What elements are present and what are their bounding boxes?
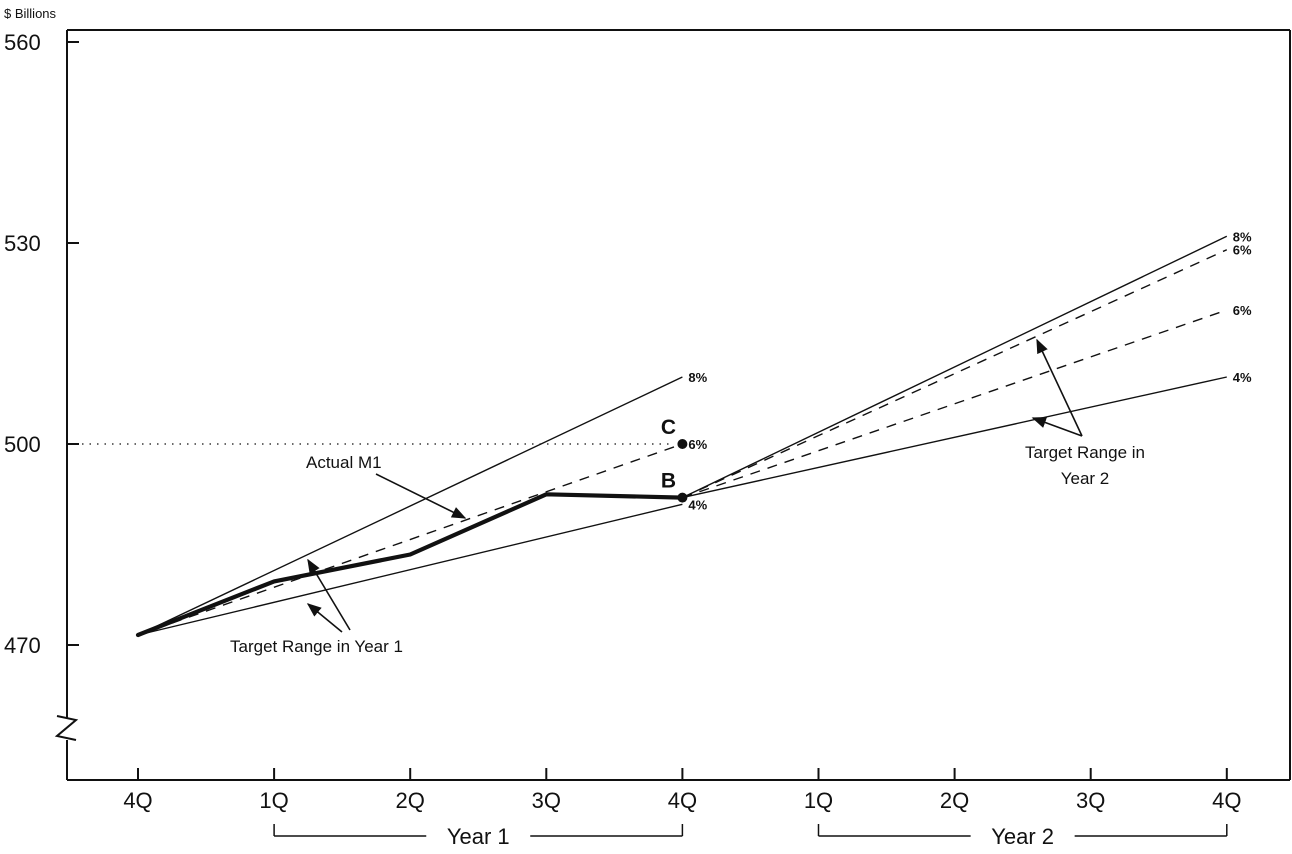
point-group: BC bbox=[661, 416, 688, 503]
end-pct-label: 6% bbox=[1233, 303, 1252, 318]
y-tick-label: 470 bbox=[4, 633, 41, 658]
end-pct-label: 6% bbox=[1233, 243, 1252, 258]
target-line-1 bbox=[137, 503, 683, 636]
actual-m1-annotation: Actual M1 bbox=[306, 453, 382, 472]
target-line-5 bbox=[682, 249, 1228, 499]
y-tick-label: 560 bbox=[4, 30, 41, 55]
x-tick-label: 2Q bbox=[396, 788, 425, 813]
target-year1-arrow-upper bbox=[307, 558, 351, 631]
end-label-group: 8%6%4%8%6%6%4% bbox=[688, 229, 1252, 512]
y-tick-group: 470 500 530 560 bbox=[4, 30, 79, 658]
end-pct-label: 6% bbox=[688, 437, 707, 452]
target-year2-annotation-line1: Target Range in bbox=[1025, 443, 1145, 462]
target-year1-annotation: Target Range in Year 1 bbox=[230, 637, 403, 656]
point-label-b: B bbox=[661, 470, 676, 493]
series-group bbox=[67, 235, 1228, 638]
end-pct-label: 4% bbox=[1233, 370, 1252, 385]
y-unit-label: $ Billions bbox=[4, 6, 57, 21]
x-tick-label: 4Q bbox=[123, 788, 152, 813]
point-label-c: C bbox=[661, 416, 676, 439]
axis-break-mark bbox=[54, 715, 79, 741]
year-label: Year 1 bbox=[447, 824, 510, 849]
x-tick-label: 4Q bbox=[668, 788, 697, 813]
point-c bbox=[677, 439, 688, 449]
x-tick-label: 1Q bbox=[259, 788, 288, 813]
target-line-0 bbox=[137, 376, 683, 636]
target-line-4 bbox=[682, 376, 1227, 499]
y-tick-label: 500 bbox=[4, 432, 41, 457]
target-line-3 bbox=[682, 235, 1228, 499]
plot-frame bbox=[54, 29, 1291, 781]
target-year2-arrow-upper bbox=[1036, 338, 1083, 437]
point-b bbox=[677, 492, 688, 503]
target-line-2 bbox=[137, 443, 683, 636]
target-year2-arrow-lower bbox=[1031, 417, 1083, 437]
x-tick-label: 3Q bbox=[1076, 788, 1105, 813]
x-tick-label: 3Q bbox=[532, 788, 561, 813]
x-tick-label: 4Q bbox=[1212, 788, 1241, 813]
target-year2-annotation-line2: Year 2 bbox=[1061, 469, 1110, 488]
actual-m1-line bbox=[135, 492, 685, 638]
annotation-group bbox=[306, 338, 1083, 633]
actual-m1-arrow bbox=[375, 473, 467, 519]
year-label: Year 2 bbox=[991, 824, 1054, 849]
x-tick-label: 2Q bbox=[940, 788, 969, 813]
end-pct-label: 4% bbox=[688, 497, 707, 512]
end-pct-label: 8% bbox=[1233, 229, 1252, 244]
end-pct-label: 8% bbox=[688, 370, 707, 385]
x-tick-label: 1Q bbox=[804, 788, 833, 813]
y-tick-label: 530 bbox=[4, 231, 41, 256]
target-line-6 bbox=[682, 309, 1228, 499]
x-axis: 4Q 1Q 2Q 3Q 4Q 1Q 2Q 3Q 4Q Year 1 Year 2 bbox=[123, 768, 1241, 849]
target-year1-arrow-lower bbox=[306, 603, 343, 633]
